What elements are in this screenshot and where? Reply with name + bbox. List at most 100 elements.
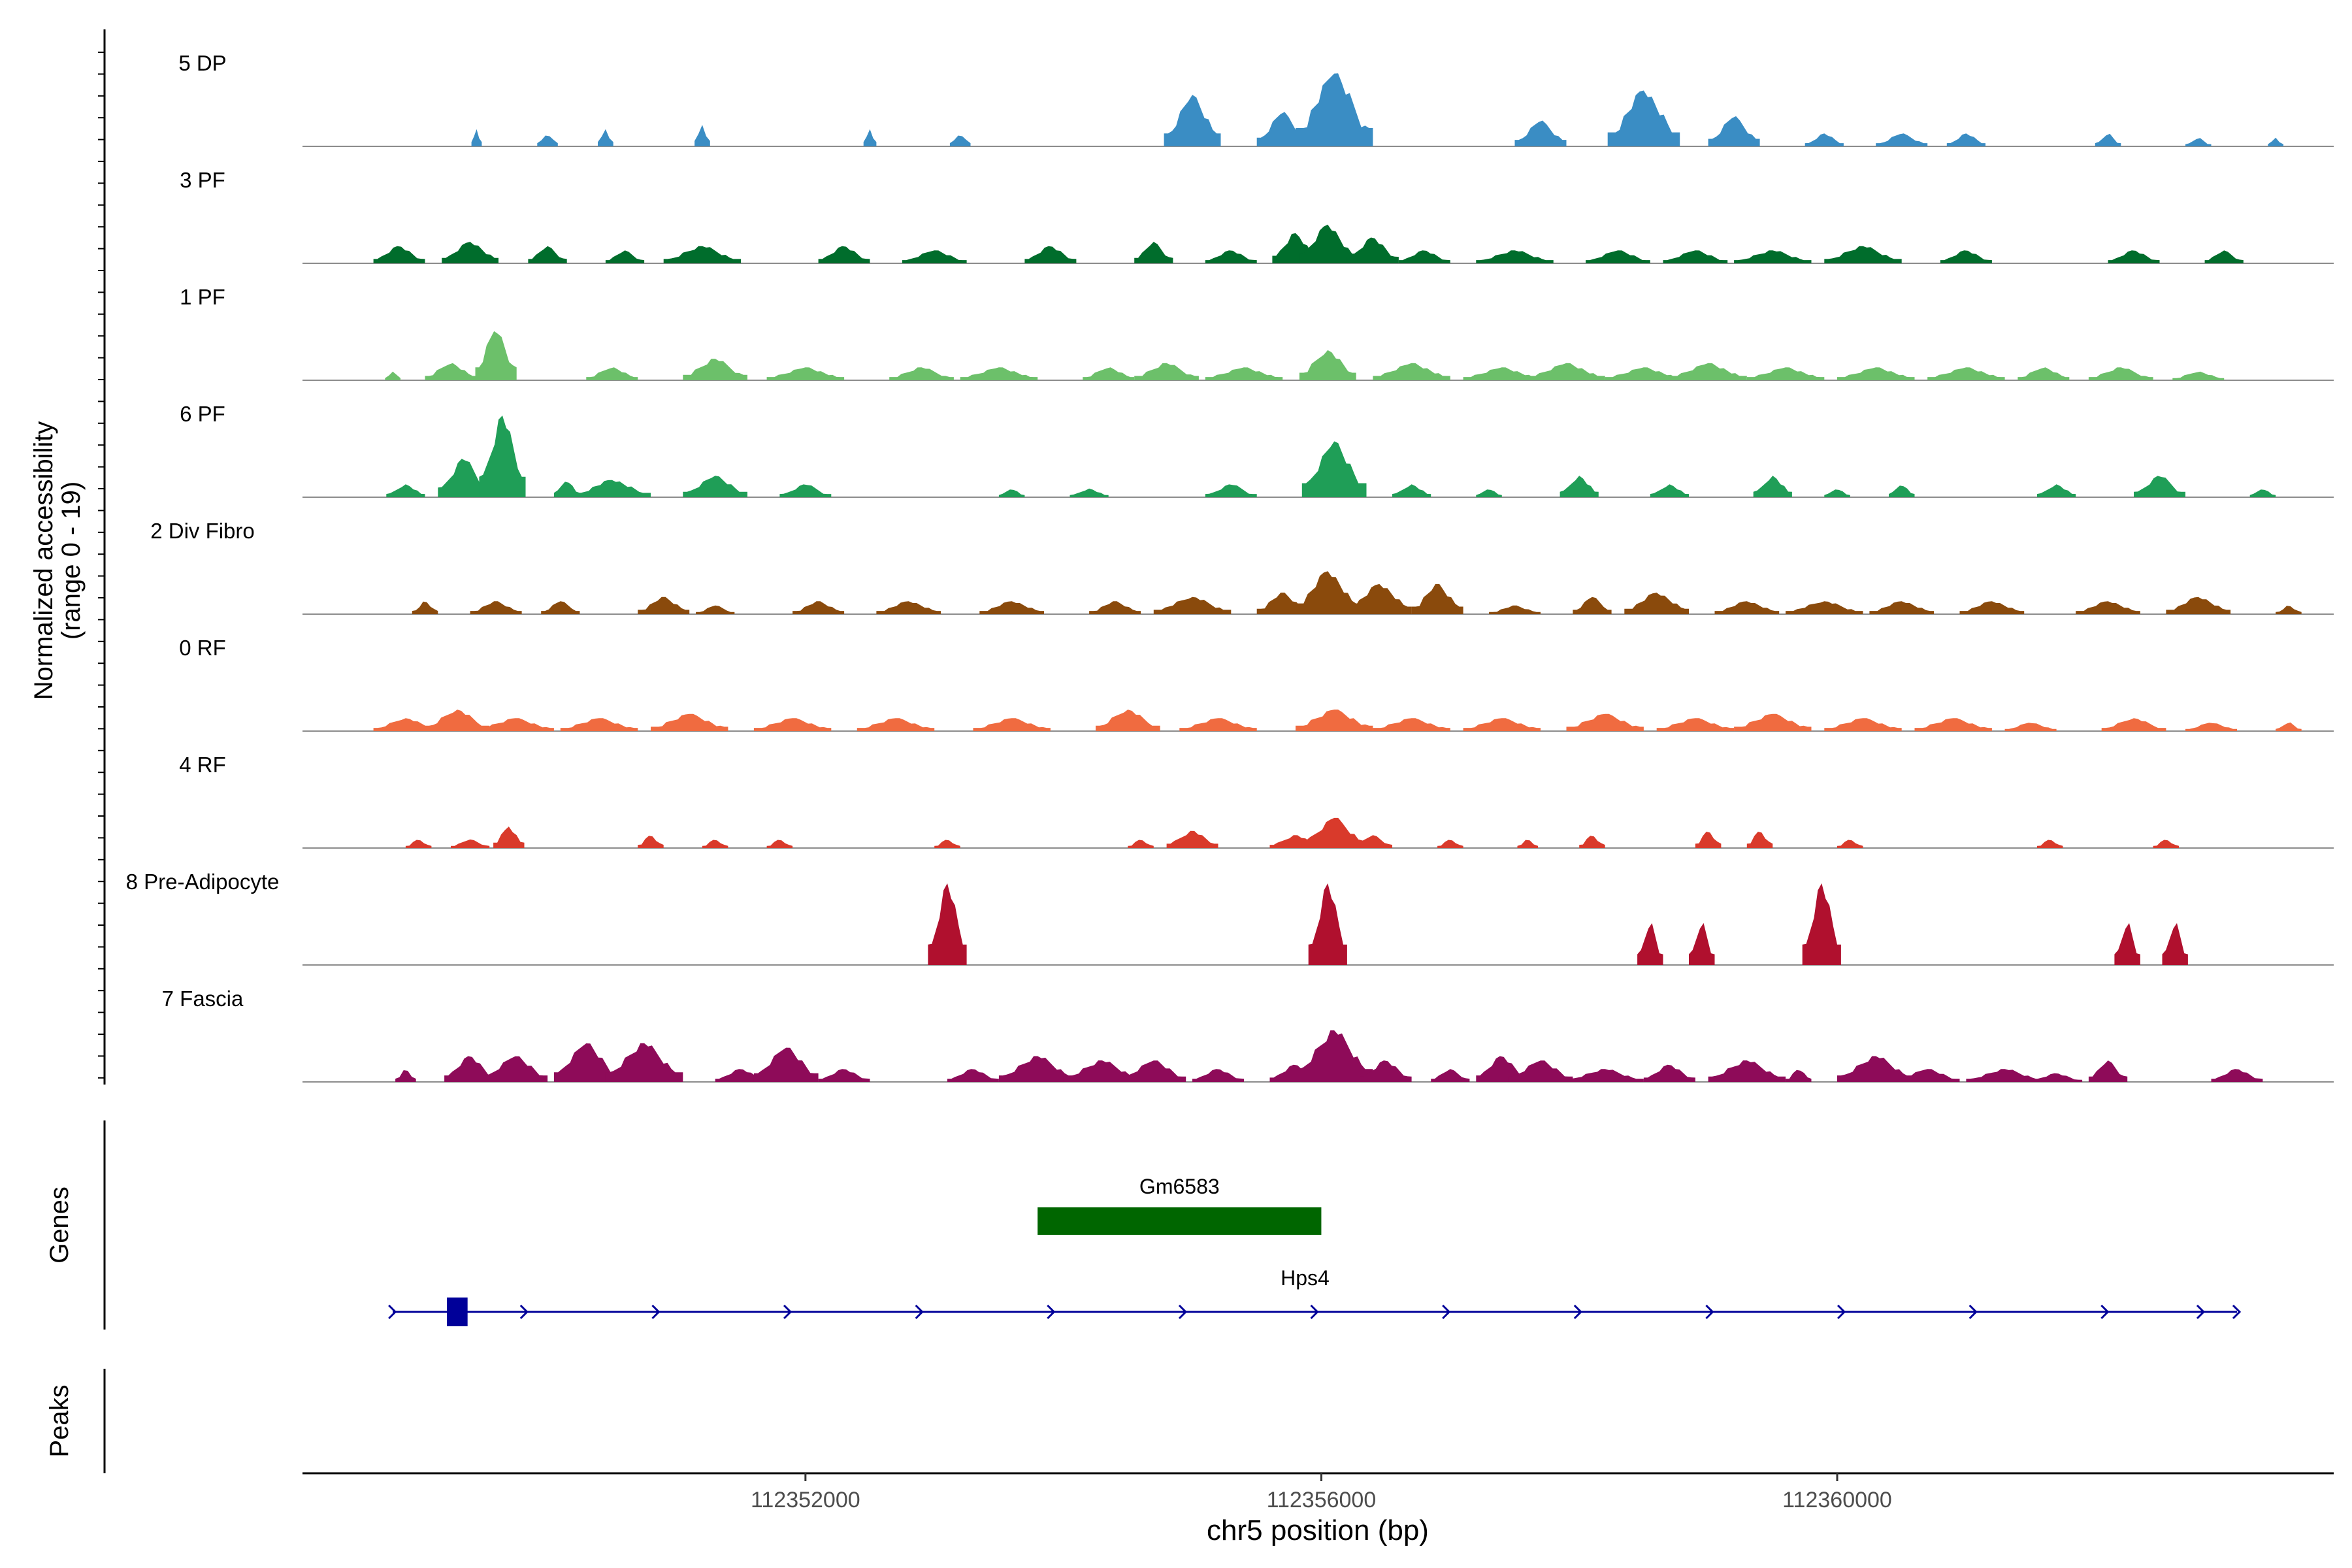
coverage-peak [471, 129, 482, 146]
gene-exon [447, 1298, 468, 1326]
coverage-peak [1786, 601, 1863, 614]
strand-arrow [1573, 1304, 1582, 1320]
coverage-peak [1927, 367, 2005, 380]
coverage-peak [373, 246, 425, 263]
coverage-peak [902, 250, 967, 263]
coverage-peak [1940, 250, 1992, 263]
coverage-peak [683, 476, 747, 497]
coverage-peak [696, 605, 735, 614]
coverage-peak [395, 1070, 416, 1082]
coverage-peak [1889, 485, 1915, 497]
coverage-peak [2088, 367, 2153, 380]
coverage-peak [1946, 133, 1985, 146]
coverage-peak [1166, 830, 1218, 848]
coverage-peak [1296, 571, 1360, 614]
coverage-peak [1837, 1056, 1915, 1082]
coverage-peak [1083, 367, 1135, 380]
coverage-peak [1089, 601, 1141, 614]
coverage-peak [1656, 718, 1735, 731]
coverage-peak [425, 363, 477, 380]
coverage-peak [638, 836, 664, 848]
coverage-peak [1573, 596, 1612, 614]
track-label: 8 Pre-Adipocyte [126, 870, 280, 894]
coverage-peak [479, 416, 526, 497]
coverage-peak [1746, 367, 1825, 380]
coverage-peak [1695, 832, 1722, 848]
coverage-peak [405, 840, 432, 848]
coverage-peak [1205, 250, 1257, 263]
coverage-peak [1753, 476, 1792, 497]
coverage-peak [2185, 723, 2237, 731]
coverage-peak [1786, 1070, 1812, 1082]
coverage-peak [412, 601, 438, 614]
coverage-peak [928, 883, 967, 965]
coverage-peak [1708, 1060, 1786, 1082]
coverage-peak [2249, 489, 2276, 497]
x-tick-label: 112356000 [1267, 1488, 1377, 1512]
strand-arrow [388, 1304, 397, 1320]
coverage-peak [998, 489, 1025, 497]
coverage-peak [385, 371, 400, 380]
y-axis-label-line1: Normalized accessibility [29, 421, 58, 700]
track-label: 6 PF [180, 402, 225, 426]
coverage-peak [1508, 1060, 1573, 1082]
gene-body [1037, 1207, 1322, 1235]
x-tick-label: 112360000 [1782, 1488, 1892, 1512]
coverage-peak [2108, 250, 2160, 263]
coverage-peak [386, 484, 425, 497]
track-labels: 5 DP 3 PF 1 PF 6 PF 2 Div Fibro 0 RF 4 RF 8 Pre… [126, 51, 280, 1011]
coverage-peak [2166, 596, 2231, 614]
coverage-tracks [302, 73, 2334, 1083]
coverage-peak [2017, 367, 2070, 380]
track-label: 7 Fascia [162, 987, 244, 1011]
coverage-peak [818, 246, 870, 263]
coverage-peak [2134, 476, 2185, 497]
x-axis-ticks: 112352000 112356000 112360000 [751, 1473, 1892, 1512]
strand-arrow [1047, 1304, 1056, 1320]
track-label: 1 PF [180, 285, 225, 309]
coverage-peak [1895, 1069, 1960, 1082]
coverage-peak [715, 1069, 767, 1082]
coverage-peak [2076, 601, 2140, 614]
coverage-peak [1296, 710, 1373, 731]
strand-arrow [1968, 1304, 1978, 1320]
coverage-peak [683, 359, 747, 380]
coverage-peak [1689, 923, 1715, 965]
coverage-peak [1824, 246, 1902, 263]
coverage-peak [1192, 1069, 1244, 1082]
coverage-peak [876, 601, 941, 614]
coverage-peak [560, 718, 638, 731]
track-1 [302, 224, 2334, 264]
coverage-peak [2037, 484, 2076, 497]
coverage-peak [2211, 1069, 2263, 1082]
coverage-peak [1837, 840, 1863, 848]
coverage-peak [470, 601, 522, 614]
coverage-peak [541, 601, 580, 614]
coverage-peak [1153, 596, 1232, 614]
coverage-peak [2037, 840, 2063, 848]
coverage-peak [753, 1047, 819, 1082]
coverage-peak [1024, 246, 1077, 263]
strand-arrow [2232, 1304, 2242, 1320]
coverage-peak [1959, 601, 2025, 614]
coverage-peak [651, 713, 728, 731]
coverage-peak [476, 718, 554, 731]
coverage-peak [442, 242, 498, 263]
gene-Hps4: Hps4 [388, 1266, 2242, 1326]
coverage-peak [2276, 606, 2302, 614]
strand-arrow [2196, 1304, 2206, 1320]
coverage-peak [1527, 363, 1605, 380]
coverage-peak [863, 129, 877, 146]
track-3 [302, 416, 2334, 498]
coverage-peak [605, 1043, 683, 1082]
coverage-peak [2153, 840, 2180, 848]
coverage-peak [1398, 250, 1450, 263]
track-label: 4 RF [179, 753, 226, 777]
coverage-y-ticks [98, 52, 105, 1079]
coverage-peak [1637, 923, 1663, 965]
track-label: 3 PF [180, 168, 225, 192]
coverage-peak [1347, 583, 1412, 614]
coverage-peak [2101, 718, 2166, 731]
coverage-peak [2004, 723, 2057, 731]
